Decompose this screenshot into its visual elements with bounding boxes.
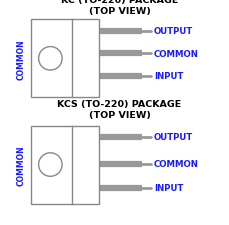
- Circle shape: [38, 47, 62, 71]
- Text: INPUT: INPUT: [153, 72, 183, 81]
- Text: COMMON: COMMON: [17, 39, 26, 79]
- Text: OUTPUT: OUTPUT: [153, 27, 192, 36]
- Text: KCS (TO-220) PACKAGE: KCS (TO-220) PACKAGE: [57, 100, 181, 109]
- Text: COMMON: COMMON: [153, 50, 198, 58]
- Text: OUTPUT: OUTPUT: [153, 133, 192, 142]
- Circle shape: [38, 153, 62, 176]
- Text: COMMON: COMMON: [17, 144, 26, 185]
- Bar: [31, 20, 99, 98]
- Text: COMMON: COMMON: [153, 160, 198, 169]
- Text: INPUT: INPUT: [153, 183, 183, 192]
- Text: (TOP VIEW): (TOP VIEW): [88, 111, 150, 120]
- Text: KC (TO-220) PACKAGE: KC (TO-220) PACKAGE: [60, 0, 177, 5]
- Bar: [31, 126, 99, 204]
- Text: (TOP VIEW): (TOP VIEW): [88, 7, 150, 16]
